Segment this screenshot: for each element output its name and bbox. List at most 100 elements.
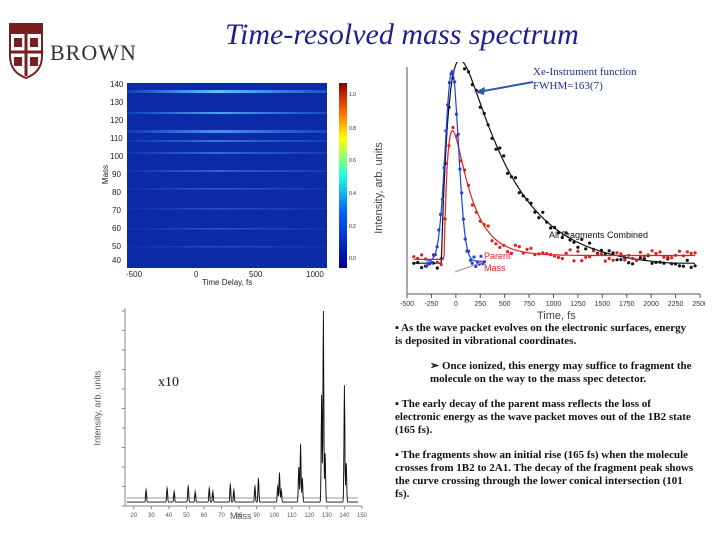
data-point — [552, 254, 557, 258]
data-point — [435, 245, 439, 249]
bullet-1-sub: ➢ Once ionized, this energy may suffice … — [430, 360, 695, 386]
spectrum-xtick: 20 — [130, 513, 137, 519]
data-point — [467, 249, 471, 253]
data-point — [662, 255, 666, 259]
brown-shield-logo — [8, 22, 44, 80]
data-point — [658, 250, 662, 254]
data-point — [545, 252, 549, 256]
heatmap-ytick: 110 — [110, 134, 123, 143]
spectrum-xtick: 140 — [339, 513, 350, 519]
data-point — [650, 261, 654, 265]
heatmap-ytick: 50 — [112, 242, 121, 251]
data-point — [517, 245, 521, 249]
data-point — [588, 241, 592, 245]
data-point — [456, 132, 460, 136]
data-point — [599, 248, 603, 252]
heatmap-ytick: 130 — [110, 98, 124, 107]
data-point — [615, 251, 619, 255]
spectrum-xtick: 80 — [236, 513, 243, 519]
data-point — [424, 264, 429, 268]
data-point — [478, 105, 482, 109]
spectrum-xtick: 30 — [148, 513, 155, 519]
data-point — [654, 260, 658, 264]
bullet-1: ▪ As the wave packet evolves on the elec… — [395, 322, 695, 348]
bullet-3: ▪ The fragments show an initial rise (16… — [395, 449, 695, 501]
parent-pointer-line — [454, 261, 484, 273]
data-point — [603, 252, 607, 256]
data-point — [463, 237, 467, 241]
data-point — [443, 217, 447, 221]
heatmap-band — [127, 208, 327, 210]
parent-curve — [413, 130, 696, 260]
data-point — [623, 258, 627, 262]
colorbar — [339, 83, 347, 268]
data-point — [615, 258, 619, 262]
data-point — [458, 167, 462, 171]
data-point — [533, 253, 537, 257]
transient-xtick: 2250 — [668, 301, 684, 308]
data-point — [677, 264, 682, 268]
spectrum-trace — [126, 310, 359, 503]
data-point — [412, 261, 416, 265]
data-point — [486, 123, 490, 127]
data-point — [552, 225, 557, 230]
data-point — [470, 261, 474, 265]
data-point — [447, 81, 451, 85]
parent-points — [412, 125, 697, 267]
colorbar-tick: 0.4 — [349, 191, 356, 197]
bullet-list: ▪ As the wave packet evolves on the elec… — [395, 322, 695, 513]
data-point — [580, 237, 584, 241]
heatmap-ytick: 60 — [112, 224, 121, 233]
data-point — [572, 240, 576, 244]
data-point — [693, 264, 697, 268]
data-point — [468, 258, 473, 262]
data-point — [433, 253, 437, 257]
data-point — [627, 261, 631, 265]
transient-xtick: 250 — [474, 301, 486, 308]
data-point — [623, 256, 627, 260]
spectrum-xtick: 60 — [201, 513, 208, 519]
heatmap-band — [127, 140, 327, 142]
heatmap-svg — [127, 83, 347, 268]
colorbar-tick: 0.6 — [349, 158, 356, 164]
heatmap-band — [127, 246, 327, 248]
data-point — [451, 70, 455, 74]
data-point — [498, 146, 502, 150]
data-point — [460, 191, 464, 195]
data-point — [584, 247, 588, 251]
heatmap-band — [127, 130, 327, 133]
data-point — [588, 255, 592, 259]
bullet-marker: ▪ — [395, 398, 402, 410]
data-point — [478, 219, 482, 223]
data-point — [466, 183, 471, 187]
data-point — [603, 259, 607, 263]
heatmap-band — [127, 90, 327, 93]
data-point — [619, 258, 623, 262]
data-point — [463, 168, 467, 172]
spectrum-xtick: 90 — [253, 513, 260, 519]
data-point — [560, 256, 564, 261]
heatmap-band — [127, 228, 327, 230]
data-point — [521, 194, 525, 198]
data-point — [440, 197, 444, 201]
data-point — [537, 216, 541, 220]
data-point — [479, 254, 483, 258]
data-point — [599, 252, 603, 256]
data-point — [420, 266, 424, 270]
transient-xtick: 500 — [499, 301, 511, 308]
data-point — [525, 198, 529, 202]
data-point — [439, 262, 443, 267]
heatmap-ytick: 120 — [110, 116, 124, 125]
transient-xtick: 1250 — [570, 301, 586, 308]
data-point — [513, 243, 517, 247]
data-point — [502, 243, 506, 247]
spectrum-svg: 20 30 40 50 60 70 80 90 100 110 120 130 140 150 — [122, 308, 368, 519]
data-point — [568, 248, 572, 252]
spectrum-trace-x10 — [126, 392, 359, 499]
data-point — [556, 231, 560, 235]
data-point — [451, 125, 455, 130]
data-point — [466, 70, 471, 74]
heatmap-xtick: 1000 — [306, 270, 324, 279]
data-point — [564, 231, 568, 235]
data-point — [576, 245, 580, 249]
